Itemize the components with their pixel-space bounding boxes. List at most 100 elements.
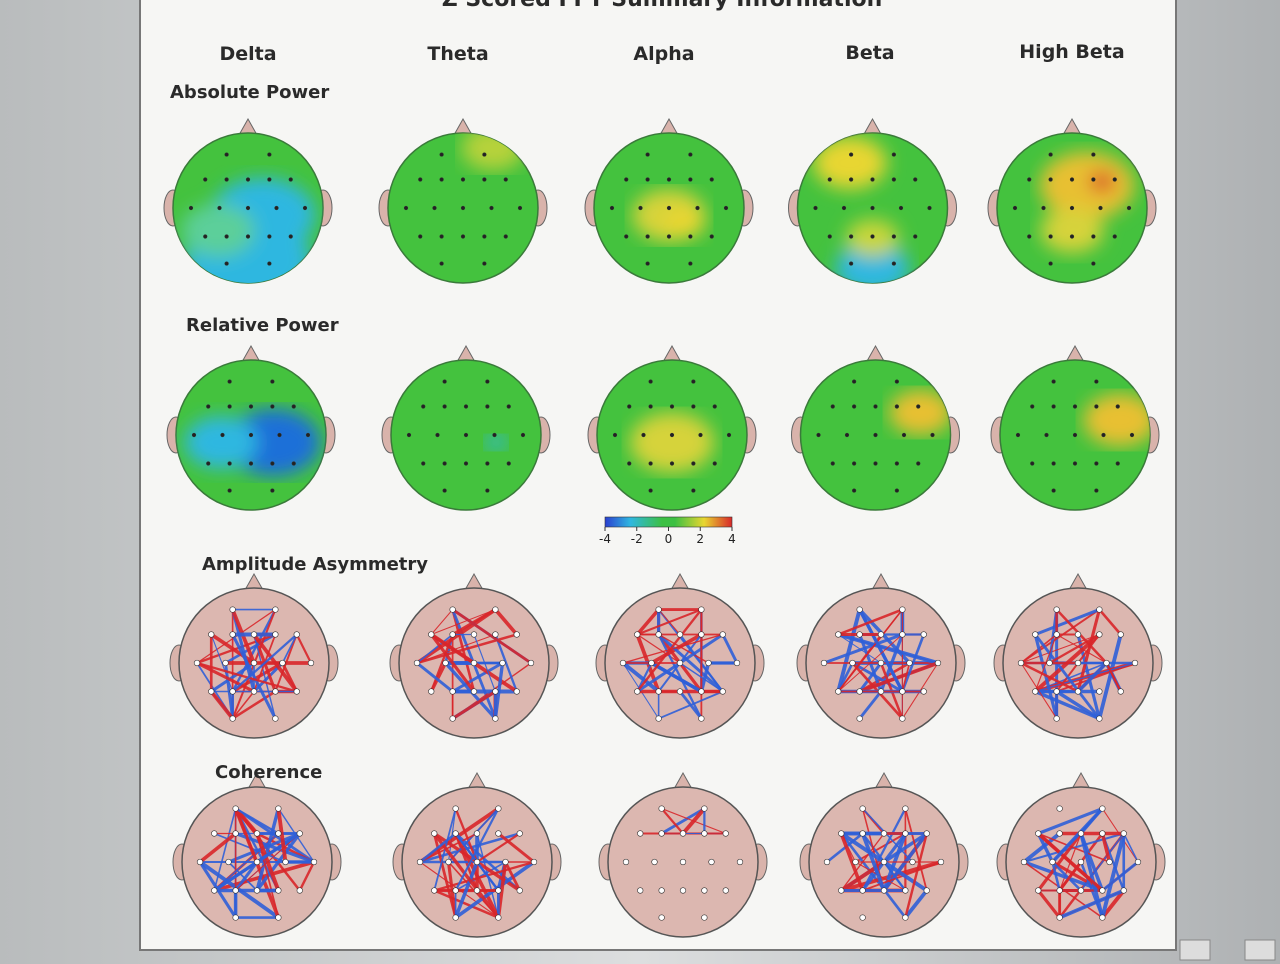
- head: [788, 117, 957, 284]
- electrode: [916, 404, 921, 409]
- connection: [433, 889, 499, 919]
- electrode: [913, 234, 918, 239]
- column-header: Beta: [845, 42, 894, 64]
- electrode: [1048, 261, 1053, 266]
- head: [392, 771, 562, 938]
- electrode: [894, 379, 899, 384]
- electrode: [1115, 461, 1120, 466]
- electrode: [609, 205, 615, 211]
- connection: [252, 633, 299, 693]
- electrode: [634, 631, 641, 638]
- electrode: [445, 858, 452, 866]
- connection: [901, 634, 925, 692]
- electrode: [1099, 914, 1106, 921]
- electrode: [1056, 830, 1063, 837]
- connection: [429, 633, 476, 693]
- electrode: [270, 404, 275, 409]
- connection: [497, 832, 535, 864]
- connection: [493, 608, 519, 636]
- electrode: [1077, 858, 1085, 866]
- electrode: [923, 887, 930, 894]
- blob: [663, 208, 705, 238]
- electrode: [1103, 659, 1110, 667]
- electrode: [852, 858, 859, 866]
- electrode: [859, 830, 866, 837]
- electrode: [1120, 830, 1127, 837]
- topomap: [181, 178, 316, 283]
- row-label: Coherence: [215, 762, 322, 783]
- electrode: [624, 177, 629, 182]
- electrode: [1044, 432, 1049, 438]
- electrode: [1101, 432, 1106, 438]
- connection: [209, 690, 235, 720]
- electrode: [229, 631, 236, 638]
- connection: [1022, 831, 1061, 864]
- connection: [621, 661, 660, 694]
- electrode: [637, 887, 644, 894]
- electrode: [1096, 631, 1103, 638]
- electrode: [224, 261, 229, 266]
- connection: [837, 634, 903, 692]
- electrode: [1035, 887, 1042, 894]
- electrode: [891, 234, 896, 239]
- electrode: [852, 488, 857, 493]
- connection: [255, 808, 281, 891]
- connection: [196, 661, 298, 693]
- connection: [1020, 662, 1058, 719]
- connection: [196, 661, 255, 693]
- connection: [636, 633, 681, 664]
- electrode: [816, 432, 821, 438]
- connection: [858, 690, 883, 720]
- electrode: [624, 234, 629, 239]
- electrode: [1012, 205, 1018, 211]
- connection: [1058, 888, 1125, 920]
- electrode: [813, 205, 818, 211]
- electrode: [838, 887, 845, 894]
- electrode: [708, 858, 715, 866]
- electrode: [698, 606, 705, 613]
- connection: [231, 661, 284, 693]
- view-icon[interactable]: [1244, 939, 1276, 961]
- electrode: [250, 631, 258, 638]
- electrode: [520, 432, 526, 438]
- electrode: [726, 432, 732, 438]
- electrode: [452, 887, 459, 894]
- electrode: [612, 432, 618, 438]
- electrode: [873, 404, 878, 409]
- electrode: [1117, 688, 1124, 695]
- electrode: [873, 432, 878, 438]
- electrode: [503, 234, 508, 239]
- connection: [658, 633, 709, 664]
- electrode: [913, 177, 918, 182]
- connection: [681, 807, 706, 835]
- electrode: [1041, 205, 1046, 211]
- blob: [184, 416, 258, 469]
- electrode: [418, 177, 423, 182]
- electrode: [431, 887, 438, 894]
- connection: [861, 808, 907, 892]
- electrode: [712, 461, 717, 466]
- electrode: [648, 461, 653, 466]
- electrode: [293, 688, 300, 695]
- electrode: [902, 914, 909, 921]
- connection: [660, 807, 706, 835]
- electrode: [852, 461, 857, 466]
- connection: [415, 608, 497, 665]
- view-icon[interactable]: [1179, 939, 1211, 961]
- electrode: [645, 152, 650, 157]
- electrode: [229, 688, 236, 695]
- electrode: [1051, 379, 1056, 384]
- electrode: [224, 177, 229, 182]
- electrode: [1030, 404, 1035, 409]
- electrode: [449, 688, 456, 695]
- electrode: [676, 659, 684, 667]
- connection: [636, 608, 703, 693]
- electrode: [676, 688, 684, 695]
- electrode: [217, 205, 222, 211]
- electrode: [274, 205, 279, 211]
- connection: [622, 633, 723, 664]
- blob: [1039, 151, 1135, 220]
- electrode: [698, 688, 705, 695]
- electrode: [270, 461, 275, 466]
- electrode: [206, 461, 211, 466]
